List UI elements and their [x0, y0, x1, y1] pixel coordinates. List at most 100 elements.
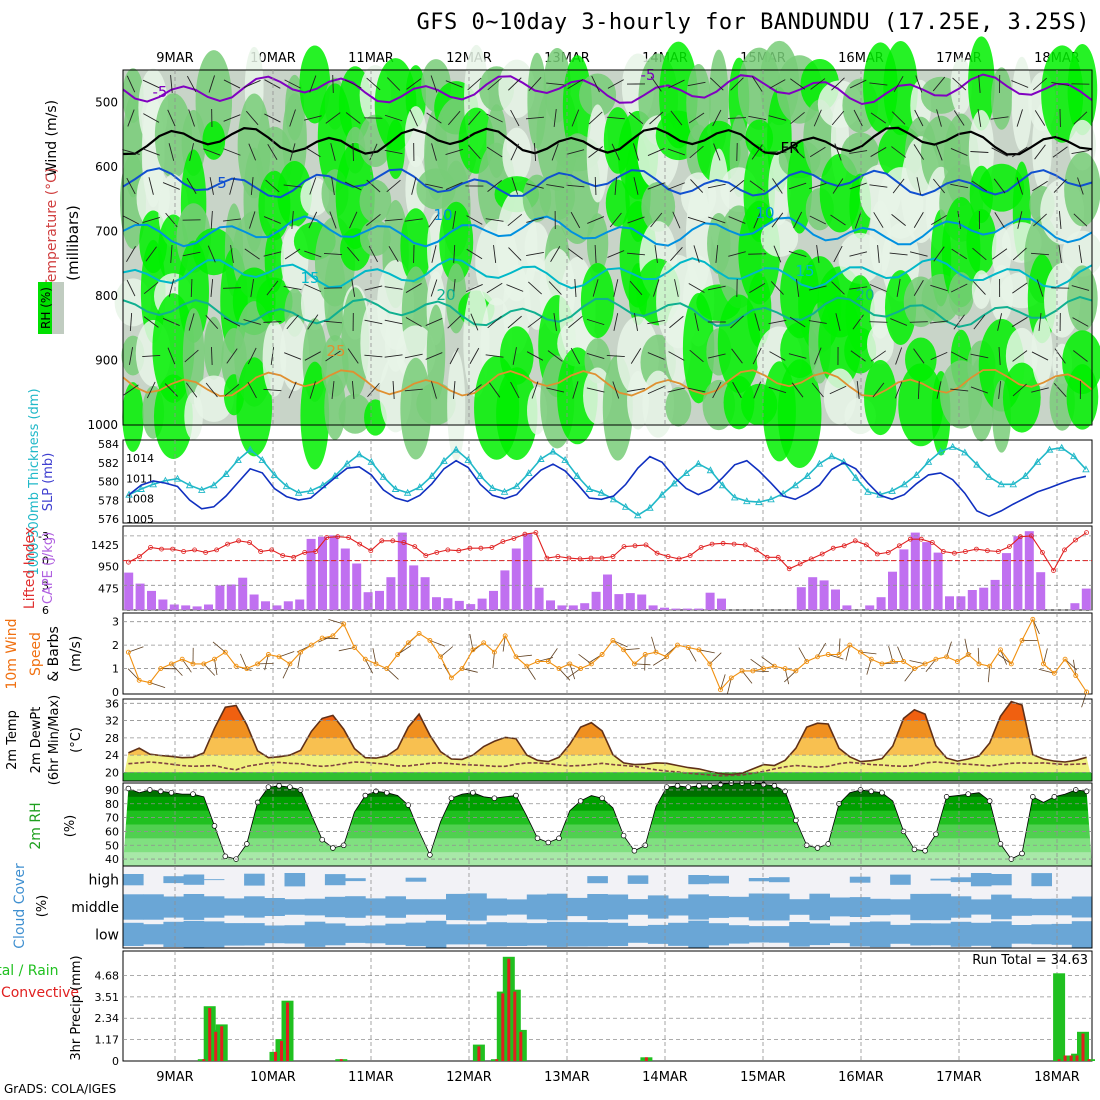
wind-barb	[404, 353, 423, 359]
cloud-frame	[122, 865, 1093, 949]
wind-barb	[1071, 150, 1090, 154]
wind-speed-point	[395, 652, 401, 657]
cloud-cover-cell	[991, 894, 1012, 920]
precip-tick-label: 3.51	[95, 991, 120, 1004]
wind-barb	[632, 143, 640, 161]
wind-speed-point	[739, 668, 745, 674]
wind-barb	[1012, 383, 1027, 397]
wind-speed-point	[233, 663, 239, 669]
lifted-index-point	[632, 543, 638, 549]
wind-barb	[366, 179, 381, 193]
precip-convective-bar	[286, 1002, 289, 1061]
cloud-cover-cell	[244, 923, 265, 946]
temperature-frame	[122, 698, 1093, 782]
wind-barb	[1071, 285, 1090, 291]
lifted-index-point	[1062, 547, 1067, 553]
wind-speed-point	[965, 652, 971, 657]
wind-barb	[915, 75, 923, 93]
rh-patch	[1067, 43, 1098, 136]
wind-barb	[528, 281, 542, 295]
rh-tick-label: 40	[105, 853, 119, 866]
wind-barb	[849, 182, 867, 190]
wind-barb	[470, 313, 479, 331]
wind-barb	[289, 143, 296, 161]
wind-barb	[452, 211, 457, 229]
thickness-point	[222, 470, 230, 477]
wind-barb	[611, 143, 620, 161]
wind-barb	[349, 211, 358, 229]
wind-barb-10m	[386, 668, 399, 680]
pressure-tick-label: 900	[95, 353, 118, 367]
wind-barb	[567, 248, 583, 260]
wind-barb	[512, 347, 517, 365]
cloud-cover-cell	[728, 925, 750, 944]
thickness-point	[924, 457, 933, 465]
wind-speed-point	[567, 661, 573, 667]
precip-convective-legend-label: Convective	[1, 985, 79, 1001]
2m-rh-point	[513, 792, 519, 799]
wind-barb	[486, 282, 503, 294]
wind-speed-point	[771, 663, 777, 669]
thickness-point	[864, 487, 872, 495]
contour-label: 15	[795, 262, 814, 280]
wind-barb-10m	[987, 666, 991, 683]
thickness-point	[621, 502, 630, 510]
rh-patch	[979, 163, 1025, 212]
wind-barb	[203, 148, 221, 156]
cape-bar	[1002, 553, 1011, 610]
wind-barb	[431, 381, 437, 399]
cloud-cover-cell	[405, 899, 427, 915]
lifted-index-point	[929, 540, 935, 545]
cloud-cover-cell	[324, 923, 346, 946]
thickness-point	[839, 457, 848, 465]
cloud-cover-cell	[244, 873, 265, 886]
thickness-point	[440, 456, 448, 464]
cape-bar	[1070, 603, 1080, 610]
wind-barb	[263, 216, 281, 224]
cape-bar	[454, 600, 464, 610]
wind-barb	[592, 279, 599, 297]
wind-barb	[977, 109, 982, 127]
wind-barb	[791, 382, 804, 398]
cape-bar	[534, 587, 544, 610]
thickness-point	[694, 459, 703, 467]
thickness-point	[464, 455, 472, 463]
rh-patch	[338, 393, 372, 434]
cloud-cover-cell	[546, 893, 568, 921]
wind-barb	[123, 384, 139, 396]
precip-total-bar	[1053, 973, 1066, 1061]
precip-convective-bar	[507, 958, 511, 1061]
wind-barb	[431, 143, 437, 161]
rh-patch	[300, 361, 330, 470]
lifted-index-line	[128, 531, 1087, 572]
cape-bar	[831, 589, 840, 610]
wind-barb	[790, 145, 805, 159]
wind-barb-10m	[828, 654, 844, 660]
wind-barb	[445, 149, 463, 155]
2m-rh-point	[470, 789, 476, 796]
wind-barb	[288, 381, 297, 399]
thickness-point	[609, 495, 618, 503]
cape-bar	[375, 590, 384, 610]
precip-convective-bar	[1063, 1055, 1067, 1061]
wind-barb	[669, 315, 684, 329]
wind-barb	[384, 354, 403, 358]
rh-patch	[760, 219, 799, 257]
wind-barb	[933, 178, 945, 194]
wind-barb	[1011, 316, 1028, 328]
wind-barb	[167, 347, 176, 365]
wind-barb	[291, 210, 294, 230]
wind-barb	[466, 248, 483, 260]
wind-barb-10m	[181, 658, 192, 673]
wind-barb-10m	[634, 663, 651, 666]
cloud-cover-cell	[587, 876, 608, 884]
wind-speed-point	[1030, 616, 1036, 622]
2m-rh-point	[599, 795, 605, 801]
wind-barb	[205, 315, 219, 329]
2m-rh-point	[1030, 794, 1036, 800]
lifted-index-point	[291, 554, 297, 560]
wind-barb-10m	[203, 663, 216, 676]
2m-rh-point	[287, 784, 293, 790]
2m-rh-point	[362, 792, 369, 799]
lifted-index-point	[974, 546, 979, 552]
